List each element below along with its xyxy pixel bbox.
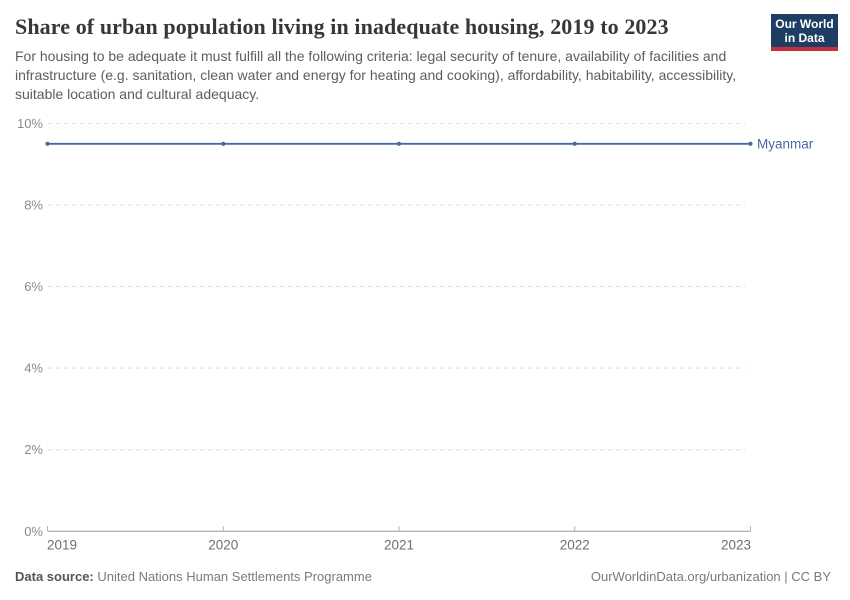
owid-logo-line1: Our World xyxy=(775,17,834,31)
x-tick-label-2020: 2020 xyxy=(208,538,238,553)
y-tick-label-2: 2% xyxy=(24,442,43,457)
x-tick-label-2023: 2023 xyxy=(721,538,751,553)
y-tick-label-0: 0% xyxy=(24,524,43,539)
chart-subtitle: For housing to be adequate it must fulfi… xyxy=(15,48,737,102)
series-point-myanmar-2020 xyxy=(221,141,226,146)
x-tick-label-2022: 2022 xyxy=(560,538,590,553)
series-point-myanmar-2019 xyxy=(45,141,50,146)
series-point-myanmar-2022 xyxy=(572,141,577,146)
y-tick-label-6: 6% xyxy=(24,279,43,294)
y-tick-label-4: 4% xyxy=(24,361,43,376)
chart-footer: Data source: United Nations Human Settle… xyxy=(15,569,831,584)
attribution-link[interactable]: OurWorldinData.org/urbanization | CC BY xyxy=(590,569,831,584)
series-point-myanmar-2023 xyxy=(748,141,753,146)
x-tick-label-2021: 2021 xyxy=(384,538,414,553)
y-tick-label-8: 8% xyxy=(24,197,43,212)
series-label-myanmar: Myanmar xyxy=(757,136,814,151)
owid-logo-line2: in Data xyxy=(784,31,825,45)
x-tick-label-2019: 2019 xyxy=(47,538,77,553)
data-source-label: Data source: xyxy=(15,569,94,584)
data-source: Data source: United Nations Human Settle… xyxy=(15,569,372,584)
data-source-value: United Nations Human Settlements Program… xyxy=(97,569,372,584)
y-tick-label-10: 10% xyxy=(17,116,43,131)
page-title: Share of urban population living in inad… xyxy=(15,14,669,39)
owid-logo: Our World in Data xyxy=(771,14,838,51)
series-point-myanmar-2021 xyxy=(396,141,402,146)
